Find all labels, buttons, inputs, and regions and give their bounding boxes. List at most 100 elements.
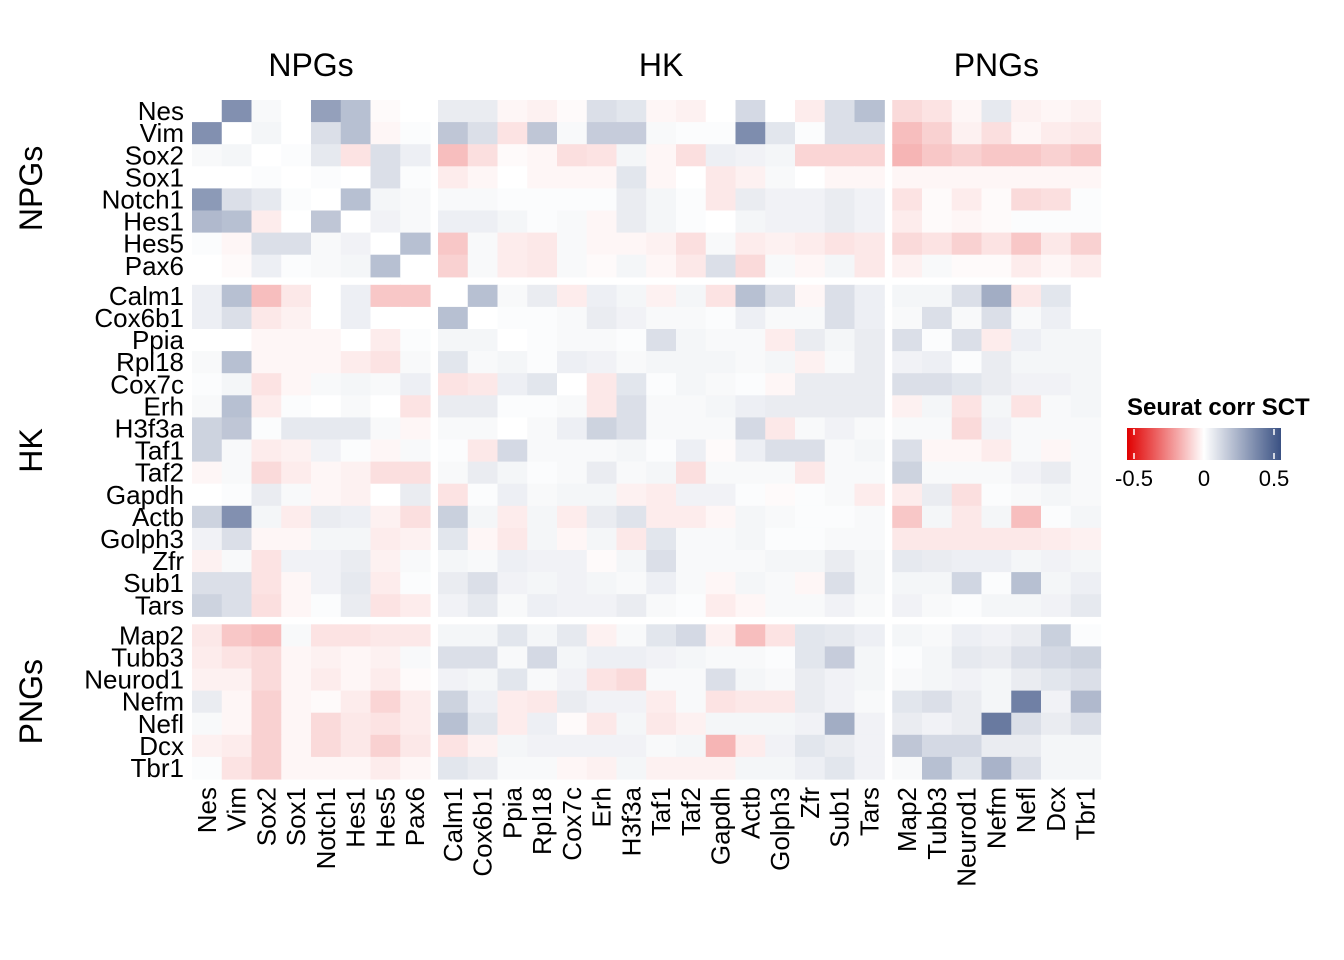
heatmap-cell [892,122,923,145]
heatmap-cell [951,756,983,780]
heatmap-cell [281,284,312,308]
heatmap-cell [400,690,431,714]
heatmap-cell [497,144,528,167]
heatmap-cell [1011,594,1042,617]
heatmap-cell [765,734,796,758]
heatmap-cell [981,395,1012,418]
heatmap-cell [221,351,253,374]
heatmap-cell [892,439,923,463]
heatmap-cell [251,594,282,617]
heatmap-cell [557,461,588,485]
heatmap-cell [497,572,528,595]
heatmap-cell [854,461,885,485]
heatmap-cell [854,505,885,529]
heatmap-cell [370,232,401,256]
heatmap-cell [616,690,647,714]
heatmap-cell [251,439,282,463]
heatmap-cell [438,439,469,463]
heatmap-cell [340,439,372,463]
heatmap-cell [616,527,647,551]
heatmap-cell [951,461,983,485]
heatmap-cell [1011,306,1042,330]
heatmap-cell [705,624,737,647]
heatmap-cell [497,483,528,507]
heatmap-cell [281,417,312,441]
row-label: Sox1 [125,162,184,192]
heatmap-cell [1011,646,1042,670]
column-label: Erh [587,787,617,827]
heatmap-cell [765,439,796,463]
heatmap-cell [438,395,469,418]
heatmap-cell [676,734,707,758]
row-label: Cox6b1 [94,303,184,333]
heatmap-cell [221,100,253,123]
heatmap-cell [765,351,796,374]
heatmap-cell [497,329,528,352]
heatmap-cell [1070,188,1102,212]
row-label: Taf1 [135,436,184,466]
heatmap-cell [616,417,647,441]
heatmap-cell [922,329,953,352]
heatmap-cell [824,395,856,418]
heatmap-cell [281,572,312,595]
heatmap-cell [922,254,953,278]
row-label: Hes5 [123,229,184,259]
heatmap-cell [1070,329,1102,352]
column-group-title: HK [639,47,683,83]
row-label: Notch1 [102,184,184,214]
heatmap-cell [646,306,677,330]
heatmap-cell [892,373,923,396]
heatmap-cell [795,417,826,441]
heatmap-cell [1041,668,1072,692]
heatmap-cell [438,550,469,573]
column-label: Calm1 [438,787,468,862]
heatmap-cell [951,329,983,352]
heatmap-cell [824,144,856,167]
heatmap-cell [854,100,885,123]
heatmap-cell [1070,395,1102,418]
heatmap-cell [340,461,372,485]
heatmap-cell [281,306,312,330]
heatmap-cell [646,527,677,551]
heatmap-cell [340,712,372,736]
heatmap-cell [735,417,766,441]
heatmap-cell [251,572,282,595]
heatmap-cell [676,505,707,529]
heatmap-cell [646,690,677,714]
heatmap-cell [370,122,401,145]
heatmap-cell [1011,461,1042,485]
heatmap-cell [281,100,312,123]
heatmap-cell [795,439,826,463]
heatmap-cell [735,505,766,529]
heatmap-cell [557,166,588,189]
heatmap-cell [765,100,796,123]
heatmap-cell [824,550,856,573]
heatmap-cell [795,232,826,256]
heatmap-cell [400,646,431,670]
heatmap-cell [705,100,737,123]
row-label: Sub1 [123,568,184,598]
heatmap-cell [340,690,372,714]
heatmap-cell [646,284,677,308]
heatmap-cell [1011,734,1042,758]
heatmap-cell [892,550,923,573]
heatmap-cell [616,122,647,145]
heatmap-cell [1011,483,1042,507]
heatmap-cell [646,329,677,352]
heatmap-cell [527,254,558,278]
heatmap-cell [854,550,885,573]
heatmap-cell [922,505,953,529]
heatmap-cell [221,461,253,485]
heatmap-cell [676,439,707,463]
heatmap-cell [951,188,983,212]
legend-tick-label: -0.5 [1115,466,1153,491]
color-legend: Seurat corr SCT -0.5 0 0.5 [1115,394,1310,491]
heatmap-cell [586,351,618,374]
heatmap-cell [400,166,431,189]
heatmap-cell [438,734,469,758]
heatmap-cell [192,461,223,485]
heatmap-cell [497,734,528,758]
heatmap-cell [311,712,342,736]
heatmap-cell [527,329,558,352]
heatmap-cell [311,734,342,758]
